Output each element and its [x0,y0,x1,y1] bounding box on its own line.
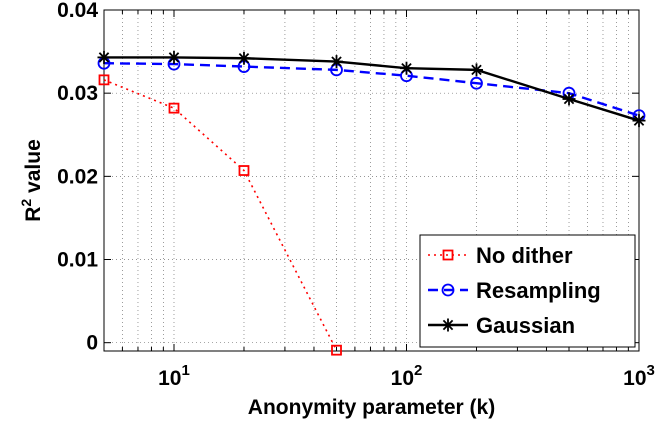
legend-box [419,234,636,348]
legend-entry: No dither [428,243,573,268]
y-tick-label: 0.02 [57,165,98,188]
asterisk-stroke [442,319,454,331]
legend-label: Resampling [476,278,601,303]
asterisk-marker [167,50,181,64]
asterisk-stroke [633,115,645,126]
y-axis-title: R2 value [18,139,45,222]
x-tick-label: 103 [623,362,655,390]
legend-label: Gaussian [476,313,575,338]
square-marker [442,249,454,261]
asterisk-stroke [563,93,575,105]
y-axis-title-sup: 2 [18,199,34,207]
series-line [104,56,640,122]
asterisk-marker [632,114,646,128]
y-tick-label: 0.04 [57,0,98,22]
y-axis-title-main: R [22,207,45,222]
x-tick-label: 102 [391,362,423,390]
x-tick-label-exponent: 2 [414,362,422,379]
y-tick-label: 0 [86,332,98,355]
square-marker [98,74,110,86]
square-marker [331,344,342,356]
series-gaussian [97,50,646,128]
asterisk-marker [469,63,483,77]
x-tick-label-exponent: 1 [181,362,189,379]
y-axis-title-rest: value [22,139,45,199]
asterisk-stroke [471,64,482,76]
square-marker [168,102,180,114]
series-no-dither [98,74,342,356]
y-tick-label: 0.03 [57,82,98,105]
legend-label: No dither [476,243,573,268]
series-resampling [97,56,646,123]
x-tick-label-base: 10 [623,367,646,390]
asterisk-stroke [331,56,342,67]
legend-entry: Gaussian [428,313,575,338]
x-tick-label-base: 10 [391,367,414,390]
asterisk-marker [562,92,576,106]
asterisk-marker [399,61,413,75]
asterisk-stroke [168,52,180,63]
asterisk-marker [330,55,344,69]
x-tick-label: 101 [158,362,190,390]
series-layer [97,50,646,356]
x-axis-title: Anonymity parameter (k) [248,396,495,419]
plot-area-frame [103,9,640,352]
legend-entry: Resampling [428,278,601,303]
legend: No dither Resampling Gaussian [419,234,636,348]
circle-marker [470,76,483,90]
asterisk-marker [441,318,455,332]
series-line [103,62,640,117]
x-tick-label-exponent: 3 [647,362,655,379]
asterisk-marker [237,51,251,65]
asterisk-stroke [238,53,250,64]
series-line [103,79,338,351]
asterisk-stroke [401,62,412,74]
x-tick-label-base: 10 [158,367,181,390]
y-tick-label: 0.01 [57,249,98,272]
circle-marker [441,283,455,297]
asterisk-marker [97,50,111,64]
asterisk-stroke [98,52,110,63]
square-marker [238,165,250,176]
